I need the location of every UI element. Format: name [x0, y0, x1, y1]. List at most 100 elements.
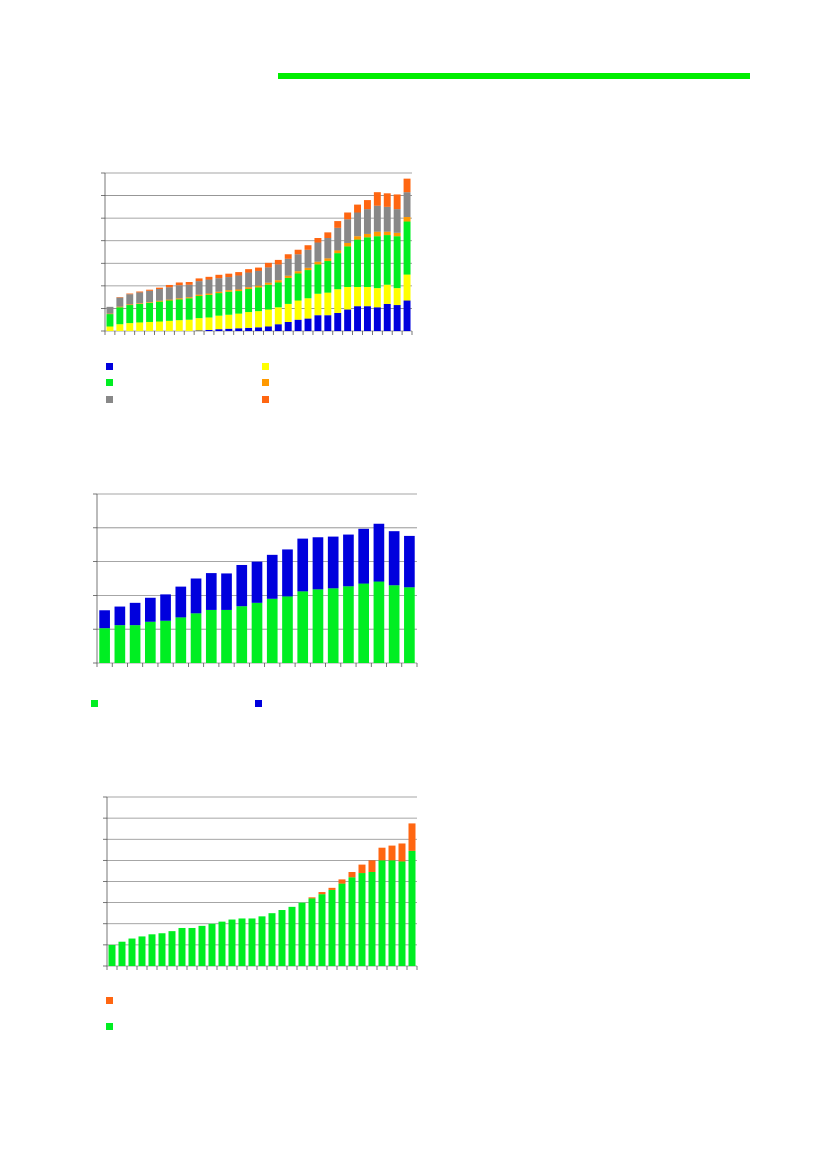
bar-segment — [208, 923, 216, 966]
bar-segment — [318, 894, 326, 966]
bar-segment — [363, 209, 371, 234]
bar-segment — [383, 235, 391, 285]
bar-segment — [393, 232, 401, 237]
bar-segment — [264, 267, 272, 283]
bar-segment — [294, 254, 302, 272]
bar-segment — [284, 254, 292, 259]
bar-segment — [156, 300, 163, 302]
bar-segment — [225, 291, 233, 315]
bar-segment — [404, 587, 415, 663]
bar-segment — [205, 279, 213, 294]
bar-segment — [238, 918, 246, 966]
bar-segment — [235, 328, 243, 331]
bar-segment — [136, 303, 144, 323]
bar-segment — [403, 300, 411, 331]
bar-segment — [284, 303, 292, 322]
bar-segment — [324, 258, 332, 262]
bar-segment — [368, 871, 376, 966]
bar-segment — [128, 938, 136, 966]
bar-segment — [195, 318, 203, 331]
bar-segment — [284, 277, 292, 304]
bar-segment — [258, 916, 266, 966]
bar-segment — [188, 927, 196, 966]
bar-segment — [195, 281, 203, 295]
bar-segment — [297, 538, 309, 592]
bar-segment — [235, 289, 243, 292]
bar-segment — [344, 242, 352, 247]
bar-segment — [274, 280, 282, 283]
bar-segment — [404, 535, 415, 588]
bar-segment — [312, 537, 324, 590]
bar-segment — [255, 270, 262, 286]
bar-segment — [358, 864, 366, 874]
bar-segment — [175, 320, 183, 331]
bar-segment — [245, 312, 253, 328]
bar-segment — [205, 294, 213, 318]
bar-segment — [348, 871, 356, 878]
bar-segment — [205, 293, 213, 295]
bar-segment — [383, 284, 391, 304]
bar-segment — [294, 319, 302, 331]
bar-segment — [195, 278, 203, 282]
bar-segment — [304, 245, 312, 250]
bar-segment — [344, 219, 352, 243]
bar-segment — [383, 303, 391, 331]
bar-segment — [304, 318, 312, 331]
bar-segment — [126, 305, 134, 324]
bar-segment — [129, 602, 141, 626]
bar-segment — [266, 554, 278, 599]
bar-segment — [126, 294, 134, 305]
bar-segment — [338, 879, 346, 884]
bar-segment — [354, 286, 361, 307]
bar-segment — [327, 536, 339, 589]
bar-segment — [344, 286, 352, 310]
bar-segment — [334, 289, 342, 313]
bar-segment — [175, 617, 187, 663]
bar-segment — [136, 291, 144, 293]
bar-segment — [334, 250, 342, 254]
bar-segment — [175, 586, 187, 618]
bar-segment — [255, 285, 262, 288]
bar-segment — [288, 906, 296, 966]
bar-segment — [138, 936, 146, 966]
bar-segment — [114, 625, 126, 663]
bar-segment — [245, 272, 253, 288]
bar-segment — [373, 581, 385, 663]
bar-segment — [308, 898, 316, 966]
bar-segment — [282, 549, 293, 597]
bar-segment — [344, 212, 352, 220]
bar-segment — [106, 326, 114, 331]
bar-segment — [373, 307, 381, 331]
bar-segment — [205, 573, 217, 610]
bar-segment — [215, 274, 223, 279]
bar-segment — [106, 306, 114, 314]
bar-segment — [314, 293, 322, 316]
bar-segment — [225, 273, 233, 278]
bar-segment — [255, 327, 262, 331]
bar-segment — [116, 324, 124, 331]
bar-segment — [221, 573, 232, 610]
bar-segment — [255, 287, 262, 312]
bar-segment — [158, 933, 166, 966]
bar-segment — [165, 287, 173, 300]
bar-segment — [312, 589, 324, 663]
bar-segment — [324, 261, 332, 293]
bar-segment — [274, 282, 282, 308]
bar-segment — [116, 307, 124, 325]
bar-segment — [235, 275, 243, 290]
bar-segment — [338, 883, 346, 966]
bar-segment — [358, 528, 369, 584]
bar-segment — [324, 292, 332, 316]
bar-segment — [388, 860, 396, 966]
bar-segment — [146, 302, 154, 303]
bar-segment — [106, 314, 114, 327]
bar-segment — [393, 209, 401, 233]
legend-swatch — [262, 363, 269, 370]
bar-segment — [218, 921, 226, 966]
bar-segment — [284, 258, 292, 276]
bar-segment — [146, 290, 154, 303]
bar-segment — [146, 302, 154, 322]
bar-segment — [160, 594, 171, 621]
bar-segment — [126, 293, 134, 295]
bar-segment — [274, 264, 282, 281]
